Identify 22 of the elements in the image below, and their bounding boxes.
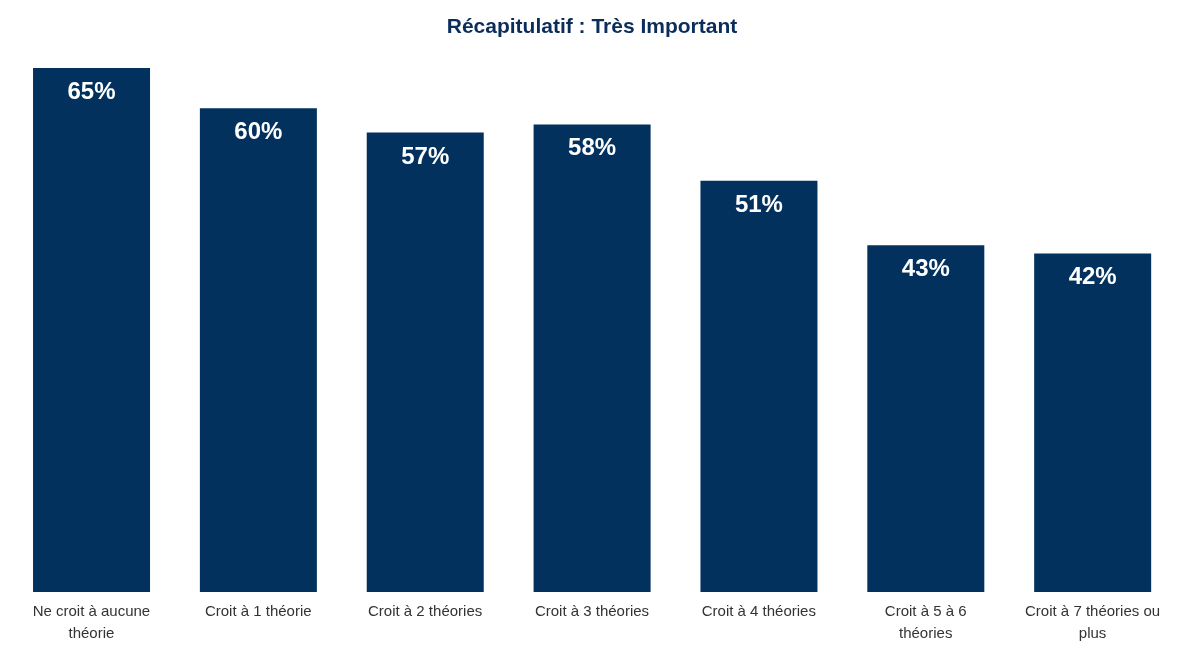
bar [366,132,484,592]
x-tick-label: Ne croit à aucune théorie [32,602,151,641]
x-tick-label: Croit à 4 théories [701,602,816,619]
bar [33,68,151,592]
data-label: 60% [234,117,283,145]
x-tick-label: Croit à 2 théories [368,602,483,619]
bar [1034,253,1152,592]
chart-title: Récapitulatif : Très Important [445,13,739,39]
data-label: 65% [67,77,116,105]
data-label: 57% [401,141,450,169]
bar [700,180,818,592]
x-tick-label: Croit à 5 à 6 théories [884,602,967,641]
x-tick-label: Croit à 1 théorie [204,602,312,619]
x-tick-label: Croit à 7 théories ou plus [1025,602,1161,641]
x-tick-label: Croit à 3 théories [534,602,650,619]
data-label: 43% [901,254,950,282]
data-label: 51% [734,189,783,217]
data-label: 58% [568,133,617,161]
bar [199,108,317,592]
bar [867,245,985,592]
bar [533,124,651,592]
data-label: 42% [1068,262,1117,290]
